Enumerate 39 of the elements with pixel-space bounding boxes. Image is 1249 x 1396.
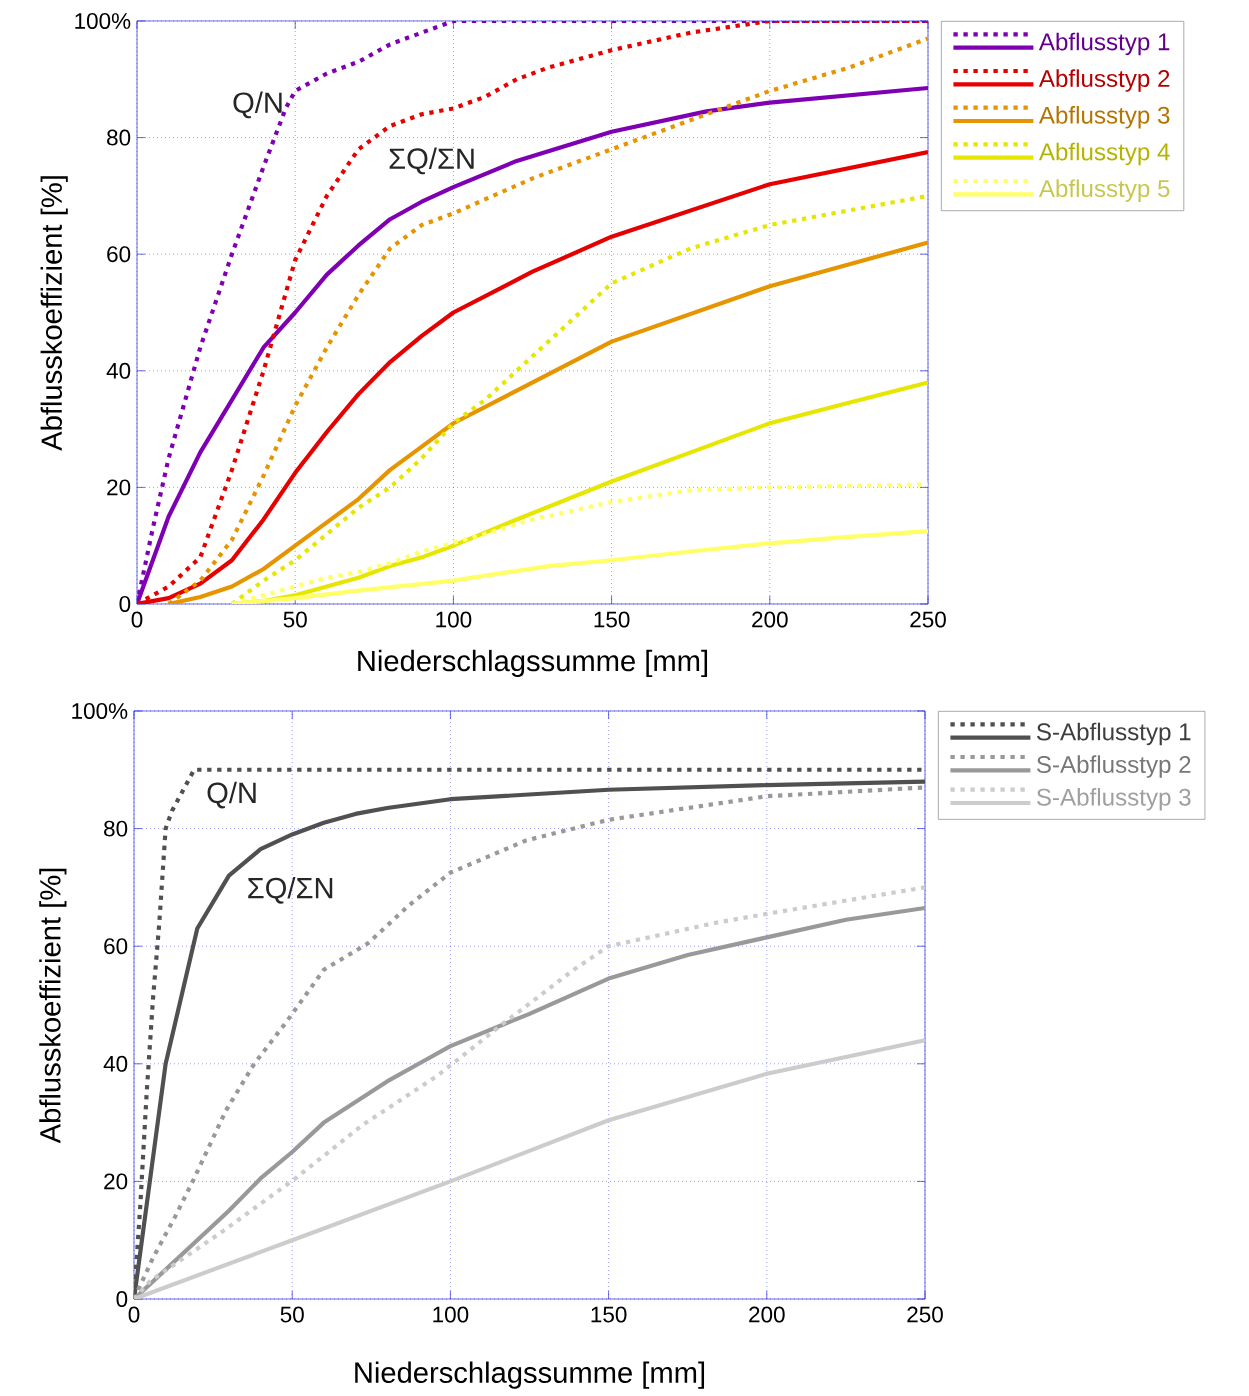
y-tick-label: 80 (104, 820, 128, 837)
x-tick-label: 150 (591, 1306, 627, 1323)
legend-label: Abflusstyp 5 (1038, 179, 1170, 202)
legend-label: Abflusstyp 1 (1038, 32, 1170, 56)
x-tick-label: 200 (749, 1306, 785, 1323)
x-axis-title: Niederschlagssumme [mm] (355, 1361, 705, 1389)
x-tick-label: 250 (907, 1306, 943, 1323)
y-tick-label: 60 (104, 938, 128, 955)
y-tick-label: 100% (72, 703, 128, 719)
x-tick-label: 50 (280, 1306, 304, 1323)
legend-label: S-Abflusstyp 2 (1036, 755, 1191, 778)
annotation: Q/N (207, 781, 256, 809)
legend-label: S-Abflusstyp 3 (1036, 788, 1191, 811)
x-tick-label: 250 (910, 611, 946, 628)
x-tick-label: 100 (436, 611, 472, 628)
y-tick-label: 0 (119, 596, 131, 612)
annotation: ΣQ/ΣN (248, 876, 333, 904)
legend-label: S-Abflusstyp 1 (1036, 722, 1191, 746)
y-tick-label: 0 (116, 1291, 128, 1307)
x-tick-label: 200 (752, 611, 788, 628)
x-tick-label: 50 (283, 611, 307, 628)
y-axis-title: Abflusskoeffizient [%] (40, 176, 68, 451)
y-axis-title: Abflusskoeffizient [%] (39, 868, 67, 1144)
y-tick-label: 20 (104, 1173, 128, 1190)
x-tick-label: 0 (131, 611, 143, 628)
legend-label: Abflusstyp 3 (1038, 106, 1170, 129)
y-tick-label: 100% (75, 13, 131, 29)
annotation: Q/N (233, 91, 282, 119)
legend-label: Abflusstyp 2 (1038, 69, 1170, 92)
y-tick-label: 20 (107, 479, 131, 496)
annotation: ΣQ/ΣN (389, 147, 474, 175)
x-tick-label: 150 (594, 611, 630, 628)
legend-label: Abflusstyp 4 (1038, 142, 1170, 166)
x-tick-label: 100 (433, 1306, 469, 1323)
y-tick-label: 40 (106, 362, 131, 379)
x-axis-title: Niederschlagssumme [mm] (358, 649, 708, 678)
y-tick-label: 40 (103, 1055, 128, 1072)
y-tick-label: 80 (107, 129, 131, 146)
y-tick-label: 60 (107, 246, 131, 263)
